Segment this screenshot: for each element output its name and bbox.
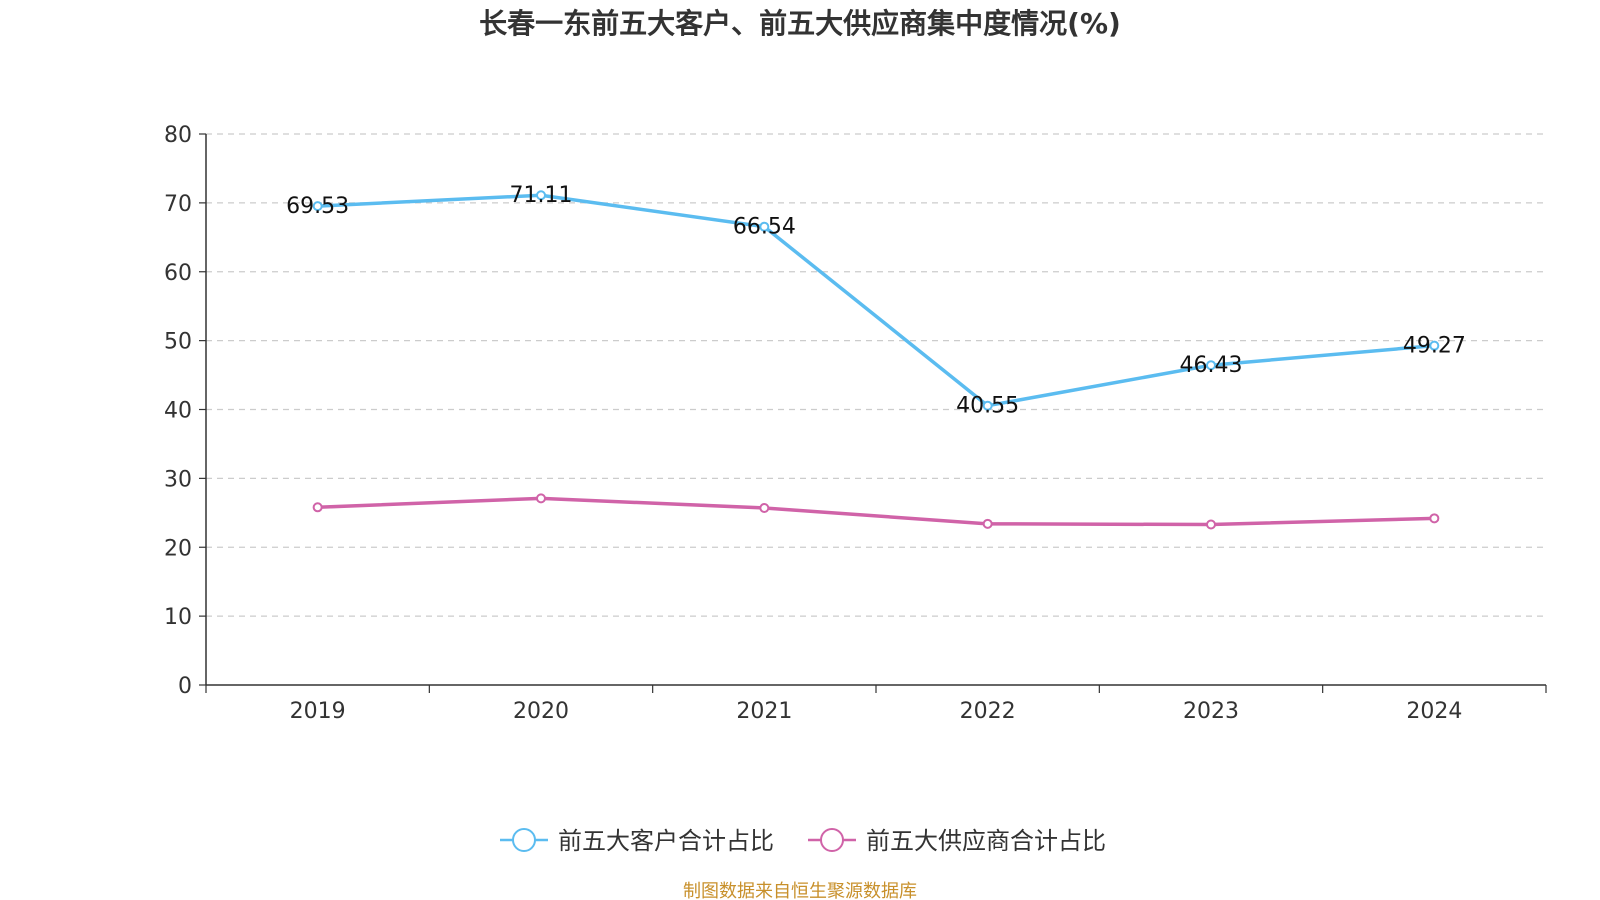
- series-line-2: [318, 498, 1435, 524]
- x-tick-label: 2020: [513, 699, 569, 724]
- legend-marker-icon: [821, 829, 843, 851]
- y-tick-label: 60: [164, 261, 192, 286]
- y-tick-label: 0: [178, 674, 192, 699]
- legend-label: 前五大客户合计占比: [558, 827, 774, 855]
- y-tick-label: 70: [164, 192, 192, 217]
- y-tick-label: 40: [164, 399, 192, 424]
- data-label: 49.27: [1403, 334, 1466, 359]
- data-label-layer: 69.53 71.11 66.54 40.55 46.43 49.27: [286, 183, 1466, 418]
- data-point: [984, 520, 992, 528]
- y-tick-label: 20: [164, 536, 192, 561]
- y-tick-label: 50: [164, 330, 192, 355]
- data-label: 69.53: [286, 194, 349, 219]
- x-tick-label: 2021: [736, 699, 792, 724]
- series-line-1: [318, 195, 1435, 405]
- data-point: [1430, 514, 1438, 522]
- line-chart: 长春一东前五大客户、前五大供应商集中度情况(%) 0 10 20 30 40 50 60 70…: [0, 0, 1600, 900]
- chart-title: 长春一东前五大客户、前五大供应商集中度情况(%): [479, 7, 1121, 40]
- grid-layer: [206, 134, 1546, 616]
- x-tick-label: 2022: [960, 699, 1016, 724]
- y-tick-label: 30: [164, 467, 192, 492]
- data-label: 40.55: [956, 394, 1019, 419]
- legend-label: 前五大供应商合计占比: [866, 827, 1106, 855]
- data-point: [1207, 521, 1215, 529]
- x-tick-label: 2024: [1406, 699, 1462, 724]
- chart-root: 长春一东前五大客户、前五大供应商集中度情况(%) 0 10 20 30 40 50 60 70…: [0, 0, 1600, 900]
- data-point: [760, 504, 768, 512]
- data-label: 46.43: [1180, 353, 1243, 378]
- data-point: [314, 503, 322, 511]
- y-tick-label: 80: [164, 123, 192, 148]
- legend-marker-icon: [513, 829, 535, 851]
- data-label: 71.11: [510, 183, 573, 208]
- legend-item-1[interactable]: 前五大客户合计占比: [500, 827, 774, 855]
- data-point: [537, 494, 545, 502]
- axis-layer: 0 10 20 30 40 50 60 70 80 2019 2020 2021 2022 2023 202…: [164, 123, 1546, 724]
- legend: 前五大客户合计占比 前五大供应商合计占比: [500, 827, 1106, 855]
- source-note: 制图数据来自恒生聚源数据库: [683, 881, 917, 900]
- x-tick-label: 2023: [1183, 699, 1239, 724]
- data-label: 66.54: [733, 215, 796, 240]
- x-tick-label: 2019: [290, 699, 346, 724]
- y-tick-label: 10: [164, 605, 192, 630]
- legend-item-2[interactable]: 前五大供应商合计占比: [808, 827, 1106, 855]
